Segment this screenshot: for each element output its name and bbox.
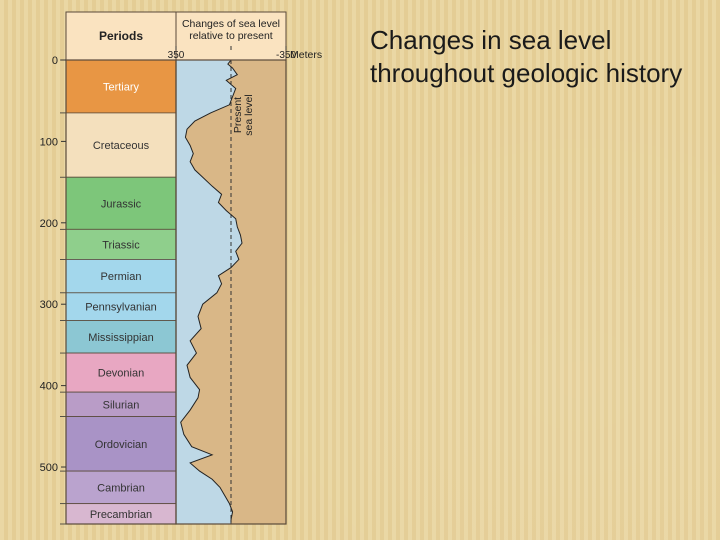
slide-title: Changes in sea level throughout geologic…: [370, 24, 700, 91]
svg-text:Precambrian: Precambrian: [90, 509, 152, 521]
svg-text:Cretaceous: Cretaceous: [93, 140, 150, 152]
svg-text:Presentsea level: Presentsea level: [232, 94, 255, 135]
svg-text:0: 0: [52, 55, 58, 67]
svg-text:500: 500: [40, 462, 58, 474]
svg-text:Jurassic: Jurassic: [101, 198, 142, 210]
geologic-chart: Periods Changes of sea levelrelative to p…: [24, 4, 360, 536]
svg-text:Triassic: Triassic: [102, 239, 140, 251]
svg-text:Mississippian: Mississippian: [88, 332, 153, 344]
svg-text:Changes of sea levelrelative t: Changes of sea levelrelative to present: [182, 18, 280, 42]
svg-text:Tertiary: Tertiary: [103, 81, 140, 93]
svg-text:Pennsylvanian: Pennsylvanian: [85, 302, 157, 314]
svg-text:Devonian: Devonian: [98, 368, 144, 380]
svg-text:Periods: Periods: [99, 29, 143, 43]
svg-text:Meters: Meters: [290, 49, 322, 61]
svg-text:200: 200: [40, 218, 58, 230]
svg-text:300: 300: [40, 299, 58, 311]
svg-text:Permian: Permian: [101, 271, 142, 283]
svg-text:100: 100: [40, 136, 58, 148]
svg-text:Cambrian: Cambrian: [97, 482, 145, 494]
chart-svg: Periods Changes of sea levelrelative to p…: [24, 4, 360, 536]
svg-text:Ordovician: Ordovician: [95, 439, 148, 451]
svg-text:Silurian: Silurian: [103, 399, 140, 411]
svg-text:350: 350: [168, 50, 185, 61]
svg-text:400: 400: [40, 381, 58, 393]
